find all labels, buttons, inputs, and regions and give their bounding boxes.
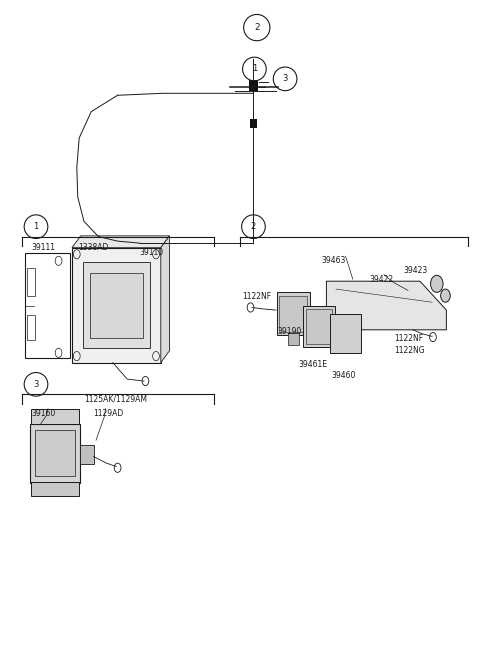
- Bar: [31, 409, 79, 424]
- Bar: [27, 315, 35, 340]
- Bar: [72, 248, 161, 363]
- Polygon shape: [161, 236, 169, 363]
- Bar: [279, 296, 307, 332]
- Text: 1125AK/1129AM: 1125AK/1129AM: [84, 394, 147, 403]
- Bar: [250, 119, 257, 128]
- Text: 1122NF: 1122NF: [242, 292, 272, 302]
- Bar: [288, 333, 299, 345]
- Text: 2: 2: [251, 222, 256, 231]
- Bar: [25, 253, 70, 358]
- Text: 1122NG: 1122NG: [395, 346, 425, 355]
- Text: 39190: 39190: [277, 327, 302, 336]
- Bar: [27, 268, 35, 296]
- Bar: [83, 262, 150, 348]
- Bar: [306, 309, 332, 344]
- Text: 39160: 39160: [31, 409, 56, 418]
- Bar: [277, 292, 310, 335]
- Bar: [90, 273, 143, 338]
- Text: 39111: 39111: [31, 243, 55, 252]
- Bar: [30, 424, 80, 483]
- Polygon shape: [72, 236, 169, 248]
- Text: 39110: 39110: [139, 248, 163, 257]
- Text: 39423: 39423: [403, 266, 428, 275]
- Text: 39422: 39422: [370, 275, 394, 284]
- Text: 39460: 39460: [331, 371, 356, 380]
- Text: 3: 3: [282, 74, 288, 83]
- Text: 1129AD: 1129AD: [94, 409, 124, 418]
- Circle shape: [431, 275, 443, 292]
- Text: 3: 3: [33, 380, 39, 389]
- Bar: [303, 306, 335, 347]
- Text: 1338AD: 1338AD: [78, 243, 108, 252]
- Text: 2: 2: [254, 23, 260, 32]
- Polygon shape: [326, 281, 446, 330]
- Bar: [31, 482, 79, 496]
- Text: 1: 1: [252, 64, 257, 74]
- Text: 39461E: 39461E: [299, 360, 327, 369]
- Text: 1122NF: 1122NF: [395, 334, 424, 343]
- Bar: [330, 314, 361, 353]
- Bar: [80, 445, 94, 464]
- Text: 1: 1: [34, 222, 38, 231]
- Circle shape: [441, 289, 450, 302]
- Bar: [249, 80, 258, 91]
- Text: 39463: 39463: [322, 256, 346, 265]
- Bar: [35, 430, 75, 476]
